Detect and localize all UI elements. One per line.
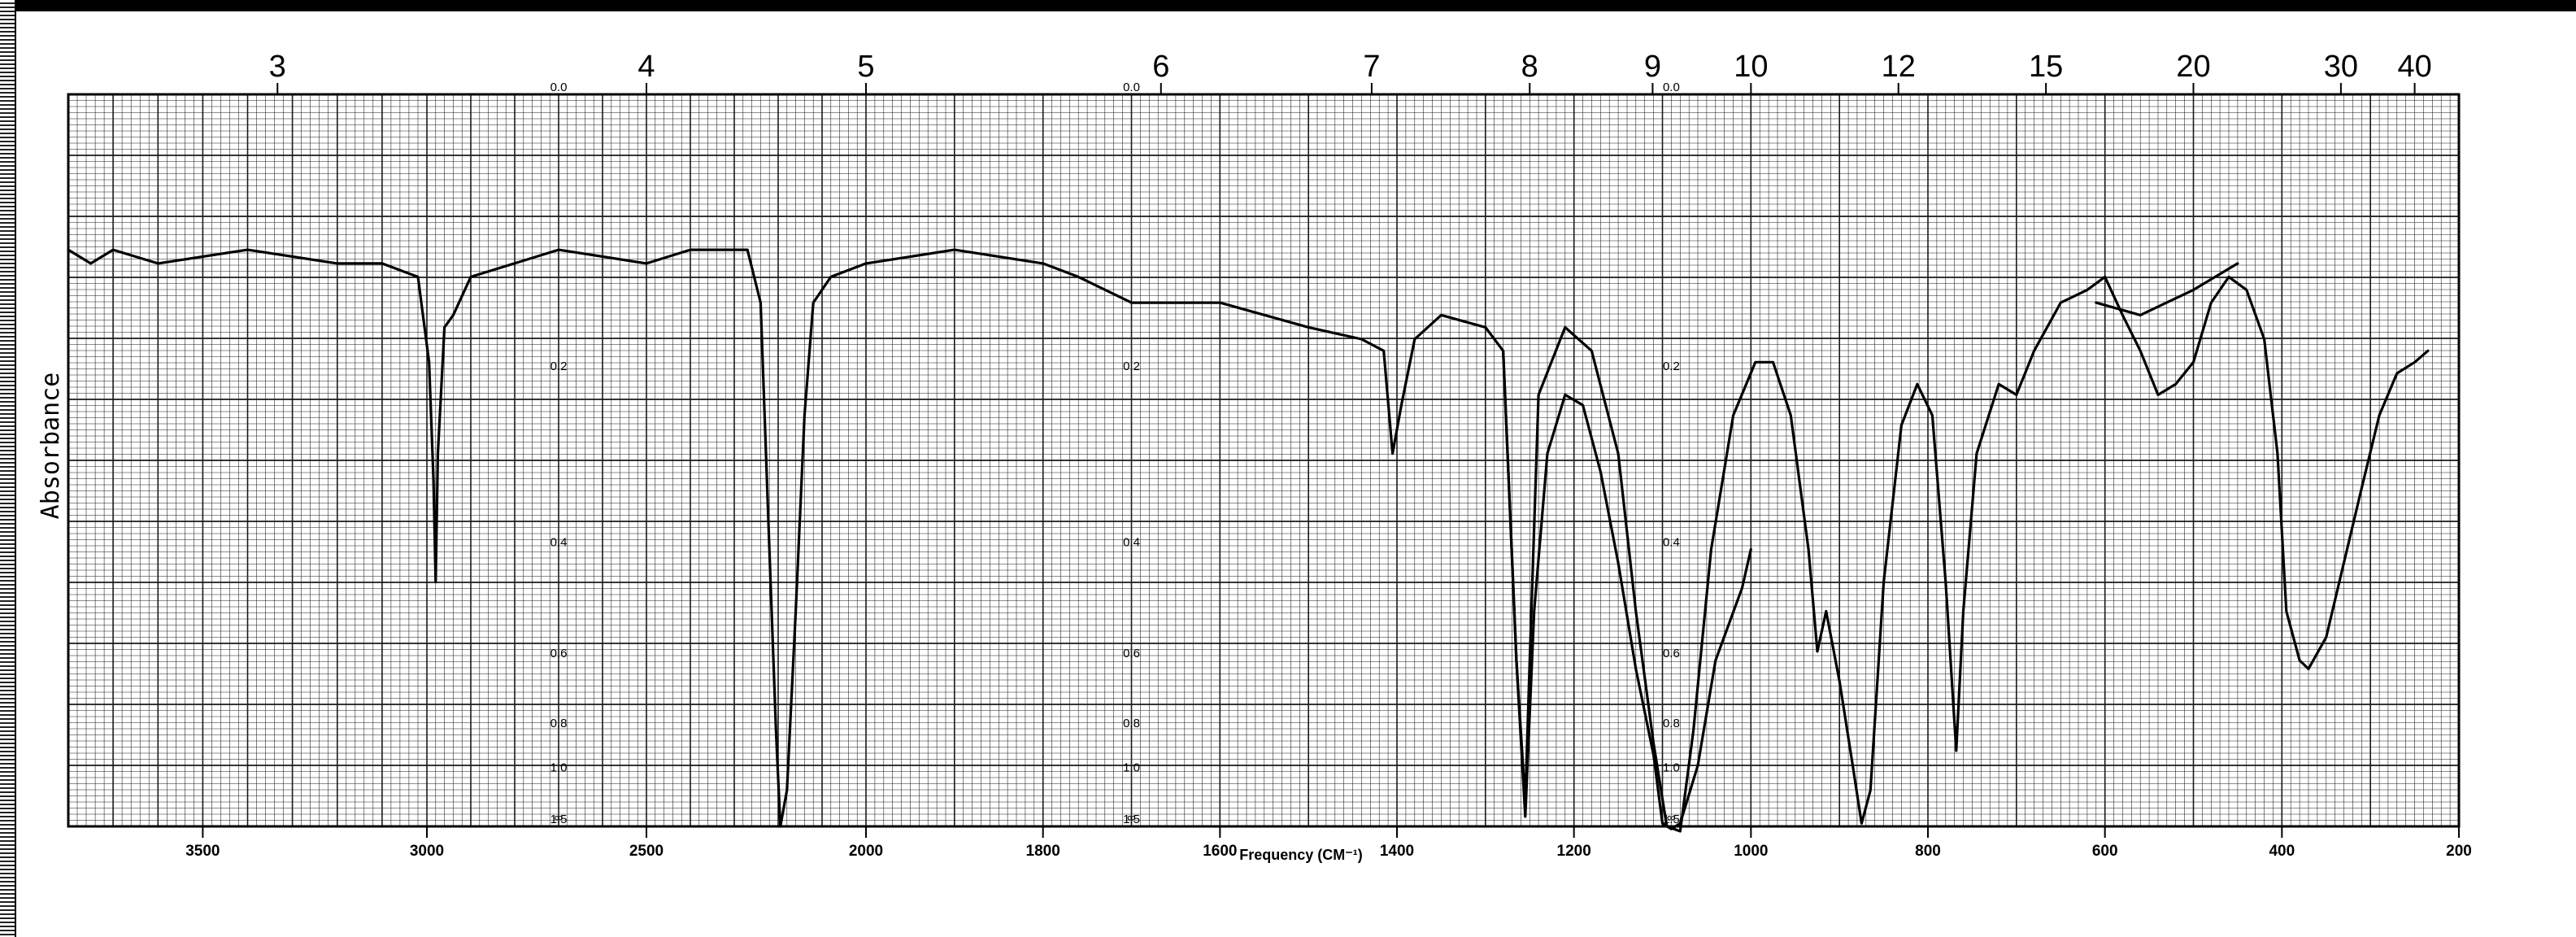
- absorbance-tick-label: 0.0: [1663, 81, 1680, 94]
- x-tick-label: 1200: [1557, 843, 1591, 860]
- wavelength-tick-label: 6: [1152, 50, 1169, 84]
- absorbance-tick-label: 0.6: [550, 647, 568, 660]
- absorbance-tick-label: 1.0: [550, 760, 568, 774]
- absorbance-tick-label: 0.4: [550, 535, 568, 549]
- x-axis-label: Frequency (CM⁻¹): [1239, 847, 1363, 863]
- frequency-axis: 3500 3000 2500 2000 1800 1600 1400 1200 1000 800 6…: [185, 826, 2472, 860]
- absorbance-tick-label: 1.5: [1663, 813, 1680, 826]
- wavelength-tick-label: 30: [2324, 50, 2358, 84]
- wavelength-tick-label: 5: [857, 50, 874, 84]
- wavelength-tick-label: 15: [2029, 50, 2063, 84]
- absorbance-tick-label: 0.8: [1123, 717, 1140, 730]
- absorbance-tick-label: 0.2: [550, 360, 568, 373]
- x-tick-label: 2000: [849, 843, 883, 860]
- x-tick-label: 200: [2446, 843, 2472, 860]
- wavelength-tick-label: 10: [1734, 50, 1768, 84]
- absorbance-scale-labels: 0.00.20.40.60.81.01.5∞0.00.20.40.60.81.0…: [550, 81, 1680, 826]
- x-tick-label: 1800: [1026, 843, 1060, 860]
- x-tick-label: 2500: [629, 843, 664, 860]
- top-border: [0, 0, 2576, 11]
- wavelength-tick-label: 8: [1521, 50, 1538, 84]
- chart-grid: [67, 94, 2460, 827]
- wavelength-tick-label: 12: [1882, 50, 1916, 84]
- wavelength-axis: 3 4 5 6 7 8 9 10 12 15 20 30 40: [269, 50, 2432, 94]
- x-tick-label: 1400: [1380, 843, 1414, 860]
- spectrum-trace-3: [2095, 262, 2239, 316]
- x-tick-label: 1000: [1734, 843, 1768, 860]
- absorbance-tick-label: 0.2: [1663, 360, 1680, 373]
- chart-paper-left-edge: [0, 0, 16, 937]
- absorbance-tick-label: 0.6: [1123, 647, 1140, 660]
- spectrum-trace-1: [67, 248, 2430, 833]
- x-tick-label: 3000: [410, 843, 444, 860]
- plot-frame: [67, 93, 2461, 828]
- x-tick-label: 800: [1915, 843, 1941, 860]
- absorbance-tick-label: 0.4: [1123, 535, 1140, 549]
- wavelength-tick-label: 40: [2397, 50, 2431, 84]
- absorbance-tick-label: 1.0: [1123, 760, 1140, 774]
- absorbance-tick-label: 1.5: [550, 813, 568, 826]
- spectrum-traces: [67, 248, 2430, 833]
- wavelength-tick-label: 4: [637, 50, 655, 84]
- absorbance-tick-label: 1.5: [1123, 813, 1140, 826]
- y-axis-label: Absorbance: [37, 373, 65, 520]
- absorbance-tick-label: 1.0: [1663, 760, 1680, 774]
- absorbance-tick-label: 0.4: [1663, 535, 1680, 549]
- x-tick-label: 3500: [185, 843, 220, 860]
- absorbance-tick-label: 0.8: [550, 717, 568, 730]
- absorbance-tick-label: ∞: [1127, 811, 1136, 825]
- absorbance-tick-label: 0.8: [1663, 717, 1680, 730]
- wavelength-tick-label: 7: [1363, 50, 1380, 84]
- absorbance-tick-label: 0.0: [1123, 81, 1140, 94]
- spectrum-trace-2: [1502, 349, 1752, 830]
- absorbance-tick-label: 0.6: [1663, 647, 1680, 660]
- x-tick-label: 400: [2269, 843, 2295, 860]
- x-tick-label: 600: [2092, 843, 2118, 860]
- absorbance-tick-label: ∞: [1667, 811, 1676, 825]
- wavelength-tick-label: 20: [2176, 50, 2210, 84]
- x-tick-label: 1600: [1203, 843, 1237, 860]
- absorbance-tick-label: 0.0: [550, 81, 568, 94]
- wavelength-tick-label: 3: [269, 50, 286, 84]
- absorbance-tick-label: 0.2: [1123, 360, 1140, 373]
- wavelength-tick-label: 9: [1644, 50, 1661, 84]
- absorbance-tick-label: ∞: [555, 811, 564, 825]
